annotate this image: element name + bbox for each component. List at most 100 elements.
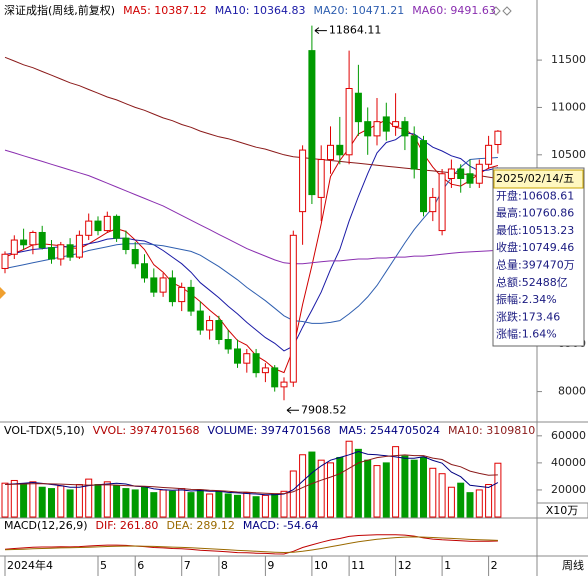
annotation-arrow bbox=[286, 406, 299, 414]
volume-bar bbox=[252, 496, 260, 518]
info-line: 最低:10513.23 bbox=[496, 224, 574, 237]
candle-body bbox=[438, 173, 446, 232]
annotation: 7908.52 bbox=[301, 403, 347, 416]
volume-bar bbox=[271, 493, 279, 518]
volume-bar bbox=[75, 484, 83, 518]
header-label: VOL-TDX(5,10) bbox=[4, 424, 85, 437]
volume-bar bbox=[354, 448, 362, 518]
x-tick-label: 1 bbox=[444, 559, 451, 572]
candle-body bbox=[475, 163, 483, 184]
header-label: 深证成指(周线,前复权) bbox=[4, 3, 115, 17]
volume-bar bbox=[66, 489, 74, 518]
info-line: 最高:10760.86 bbox=[496, 206, 574, 220]
volume-bar bbox=[475, 489, 483, 518]
candle-body bbox=[382, 116, 390, 132]
volume-bar bbox=[485, 484, 493, 518]
annotation-arrow bbox=[314, 27, 327, 35]
candle-body bbox=[373, 121, 381, 137]
header-label: MA20: 10471.21 bbox=[314, 4, 405, 17]
candle-body bbox=[159, 277, 167, 293]
candle-body bbox=[410, 135, 418, 170]
volume-bar bbox=[215, 490, 223, 518]
volume-bar bbox=[141, 486, 148, 518]
volume-bar bbox=[336, 456, 344, 518]
candle-body bbox=[131, 249, 139, 265]
candle-body bbox=[215, 320, 223, 340]
candle-body bbox=[57, 244, 65, 260]
candle-body bbox=[150, 277, 158, 293]
annotation: 11864.11 bbox=[329, 24, 382, 37]
candle-body bbox=[1, 253, 9, 269]
y-tick-label: 10500 bbox=[551, 148, 586, 161]
info-line: 总量:397470万 bbox=[496, 258, 575, 272]
candle-body bbox=[48, 247, 55, 260]
volume-bar bbox=[429, 467, 437, 518]
candle-body bbox=[103, 215, 111, 232]
volume-bar bbox=[122, 488, 130, 518]
candle-body bbox=[113, 215, 121, 239]
y-tick-label: 60000 bbox=[551, 429, 586, 442]
volume-bar bbox=[85, 478, 93, 518]
candle-body bbox=[252, 353, 260, 374]
info-line: 收盘:10749.46 bbox=[496, 240, 574, 254]
candle-body bbox=[243, 353, 251, 364]
left-marker bbox=[0, 287, 6, 299]
x-tick-label: 5 bbox=[100, 559, 107, 572]
header-label: MACD: -54.64 bbox=[243, 519, 319, 532]
header-icons bbox=[491, 6, 512, 16]
volume-bar bbox=[447, 486, 455, 518]
volume-bar bbox=[382, 462, 390, 518]
info-date-highlight bbox=[493, 169, 584, 189]
volume-bar bbox=[345, 440, 353, 518]
header-label: MA60: 9491.63 bbox=[412, 4, 496, 17]
x-tick-label: 2024年4 bbox=[7, 558, 53, 572]
volume-bar bbox=[187, 492, 195, 518]
candle-body bbox=[224, 338, 232, 350]
header-label: MA5: 10387.12 bbox=[123, 4, 207, 17]
volume-bar bbox=[317, 459, 325, 518]
info-line: 涨幅:1.64% bbox=[496, 328, 557, 341]
volume-bar bbox=[48, 488, 55, 518]
line-series bbox=[4, 536, 498, 554]
candle-body bbox=[336, 144, 344, 156]
line-series bbox=[4, 157, 498, 324]
x-tick-label: 8 bbox=[221, 559, 228, 572]
volume-bar bbox=[168, 490, 176, 518]
candle-body bbox=[75, 234, 83, 258]
candle-body bbox=[94, 220, 102, 232]
candle-body bbox=[466, 173, 474, 184]
candle-body bbox=[317, 159, 325, 198]
line-series bbox=[4, 149, 498, 265]
candle-body bbox=[485, 144, 493, 165]
header-label: VOLUME: 3974701568 bbox=[208, 424, 331, 437]
candle-body bbox=[261, 367, 269, 374]
x-tick-label: 11 bbox=[351, 559, 365, 572]
y-tick-label: 20000 bbox=[551, 483, 586, 496]
volume-bar bbox=[103, 481, 111, 518]
volume-bar bbox=[10, 479, 18, 518]
volume-bar bbox=[196, 489, 204, 518]
volume-bar bbox=[457, 482, 465, 518]
volume-bar bbox=[159, 489, 167, 518]
info-line: 振幅:2.34% bbox=[496, 292, 557, 306]
header-label: DIF: 261.80 bbox=[96, 519, 159, 532]
volume-bar bbox=[150, 492, 158, 518]
candle-body bbox=[327, 144, 334, 161]
candle-body bbox=[38, 231, 46, 249]
unit-box bbox=[536, 502, 588, 519]
header-label: MA5: 2544705024 bbox=[339, 424, 440, 437]
candle-body bbox=[308, 50, 316, 196]
candle-body bbox=[187, 286, 195, 312]
candle-body bbox=[178, 286, 186, 303]
candle-body bbox=[122, 237, 130, 251]
candle-body bbox=[196, 310, 204, 331]
volume-bar bbox=[466, 492, 474, 518]
header-label: DEA: 289.12 bbox=[166, 519, 234, 532]
candle-body bbox=[447, 168, 455, 179]
candle-body bbox=[401, 121, 409, 137]
candle-body bbox=[392, 121, 400, 127]
x-tick-label: 7 bbox=[184, 559, 191, 572]
volume-bar bbox=[373, 465, 381, 518]
info-line: 涨跌:173.46 bbox=[496, 309, 560, 323]
